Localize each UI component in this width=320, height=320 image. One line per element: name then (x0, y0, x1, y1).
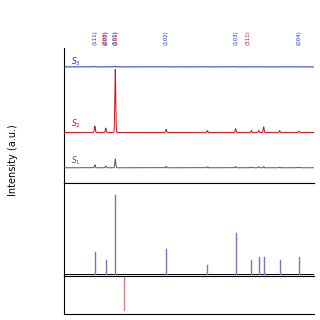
Text: (101): (101) (113, 30, 118, 45)
Text: (200): (200) (102, 30, 107, 45)
Text: $S_1$: $S_1$ (71, 154, 81, 166)
Text: $S_2$: $S_2$ (71, 117, 81, 130)
Text: (111): (111) (92, 30, 97, 45)
Text: (004): (004) (297, 30, 301, 45)
Text: $S_3$: $S_3$ (71, 56, 81, 68)
Text: Intensity (a.u.): Intensity (a.u.) (8, 124, 18, 196)
Text: (101): (101) (113, 30, 118, 45)
Text: (102): (102) (164, 30, 169, 45)
Text: (311): (311) (245, 30, 250, 45)
Text: (002): (002) (103, 30, 108, 45)
Text: (103): (103) (233, 30, 238, 45)
